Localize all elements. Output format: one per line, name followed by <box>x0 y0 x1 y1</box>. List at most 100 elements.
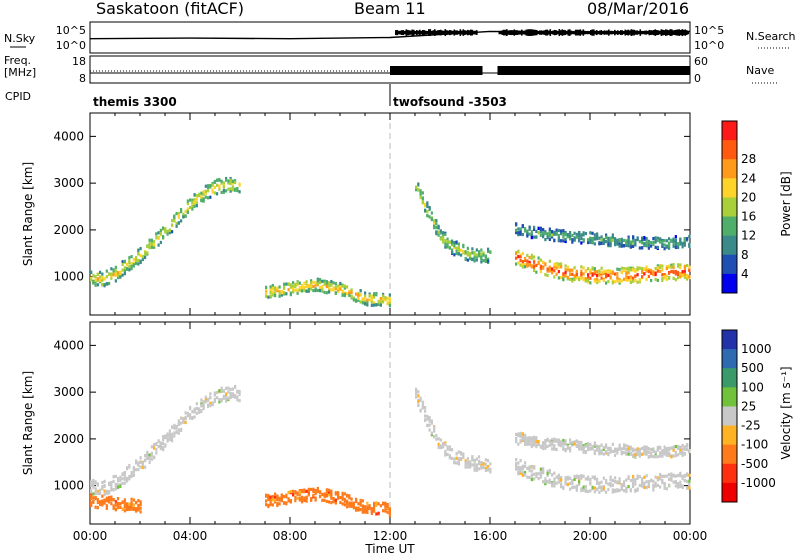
velocity-echo-cell <box>148 460 151 465</box>
power-echo-cell <box>437 226 440 230</box>
velocity-echo-cell <box>487 464 490 469</box>
velocity-echo-cell <box>323 498 326 502</box>
velocity-echo-cell <box>153 455 156 459</box>
velocity-echo-cell <box>679 484 682 488</box>
noise-search-tick <box>522 30 525 35</box>
velocity-echo-cell <box>551 443 554 447</box>
noise-search-tick <box>612 31 615 35</box>
power-echo-cell <box>191 198 194 203</box>
power-echo-cell <box>627 244 630 248</box>
velocity-echo-cell <box>177 419 180 423</box>
velocity-echo-cell <box>162 435 165 439</box>
power-echo-cell <box>571 233 574 238</box>
velocity-echo-cell <box>656 455 659 459</box>
power-echo-cell <box>580 234 583 238</box>
power-echo-cell <box>343 284 346 288</box>
noise-tick-left-bottom: 10^0 <box>56 39 86 52</box>
power-echo-cell <box>135 256 138 260</box>
velocity-echo-cell <box>593 490 596 494</box>
power-echo-cell <box>596 277 599 281</box>
power-echo-cell <box>361 297 364 301</box>
velocity-echo-cell <box>103 501 106 505</box>
noise-search-tick <box>656 30 658 36</box>
power-echo-cell <box>634 274 637 278</box>
velocity-echo-cell <box>448 445 451 449</box>
noise-search-tick <box>597 30 600 35</box>
velocity-echo-cell <box>348 496 351 500</box>
velocity-echo-cell <box>112 488 115 492</box>
power-echo-cell <box>386 301 389 305</box>
velocity-echo-cell <box>94 505 97 509</box>
noise-search-tick <box>651 30 654 35</box>
velocity-colorbar-tick: 100 <box>741 380 764 394</box>
velocity-echo-cell <box>582 488 585 492</box>
power-echo-cell <box>437 230 440 234</box>
power-echo-cell <box>557 276 560 280</box>
velocity-echo-cell <box>132 469 135 474</box>
power-echo-cell <box>533 260 536 264</box>
power-echo-cell <box>96 278 99 282</box>
velocity-echo-cell <box>119 478 122 483</box>
power-echo-cell <box>564 274 567 278</box>
power-echo-cell <box>442 231 445 235</box>
power-echo-cell <box>683 270 686 274</box>
velocity-echo-cell <box>526 466 529 470</box>
power-echo-cell <box>191 200 194 204</box>
velocity-echo-cell <box>636 476 639 480</box>
power-echo-cell <box>645 240 648 244</box>
velocity-echo-cell <box>553 471 556 475</box>
power-echo-cell <box>517 231 520 235</box>
power-echo-cell <box>528 255 531 260</box>
power-echo-cell <box>301 286 304 291</box>
power-echo-cell <box>334 291 337 295</box>
velocity-echo-cell <box>112 479 115 484</box>
power-echo-cell <box>310 279 313 283</box>
velocity-echo-cell <box>665 453 668 457</box>
power-echo-cell <box>625 241 628 245</box>
power-echo-cell <box>200 195 203 199</box>
velocity-echo-cell <box>94 492 97 496</box>
power-echo-cell <box>110 267 113 271</box>
velocity-echo-cell <box>186 411 189 416</box>
velocity-echo-cell <box>524 435 527 439</box>
velocity-echo-cell <box>530 477 533 482</box>
power-echo-cell <box>620 266 623 270</box>
power-echo-cell <box>229 187 232 191</box>
power-echo-cell <box>117 274 120 278</box>
power-echo-cell <box>526 263 529 268</box>
power-echo-cell <box>573 277 576 282</box>
velocity-echo-cell <box>238 399 241 403</box>
noise-search-tick <box>422 29 424 36</box>
velocity-echo-cell <box>587 447 590 452</box>
velocity-echo-cell <box>202 403 205 407</box>
power-echo-cell <box>683 275 686 279</box>
noise-search-tick <box>449 29 451 36</box>
velocity-echo-cell <box>542 444 545 449</box>
power-echo-cell <box>211 181 214 186</box>
power-echo-cell <box>216 183 219 187</box>
noise-search-tick <box>440 29 442 36</box>
velocity-echo-cell <box>135 461 138 465</box>
power-echo-cell <box>627 242 630 246</box>
power-echo-cell <box>278 291 281 295</box>
power-echo-cell <box>674 245 677 250</box>
power-echo-cell <box>519 263 522 267</box>
noise-search-tick <box>432 30 435 35</box>
power-echo-cell <box>168 228 171 233</box>
power-echo-cell <box>455 240 458 244</box>
power-echo-cell <box>314 281 317 285</box>
velocity-echo-cell <box>377 511 380 515</box>
velocity-echo-cell <box>173 434 176 438</box>
power-echo-cell <box>175 211 178 216</box>
power-echo-cell <box>128 265 131 269</box>
velocity-echo-cell <box>220 399 223 403</box>
velocity-echo-cell <box>209 392 212 396</box>
velocity-echo-cell <box>553 479 556 483</box>
velocity-echo-cell <box>544 439 547 443</box>
power-echo-cell <box>598 236 601 240</box>
power-echo-cell <box>213 180 216 184</box>
velocity-echo-cell <box>366 501 369 505</box>
velocity-echo-cell <box>629 451 632 455</box>
power-echo-cell <box>473 258 476 262</box>
power-echo-cell <box>337 289 340 293</box>
